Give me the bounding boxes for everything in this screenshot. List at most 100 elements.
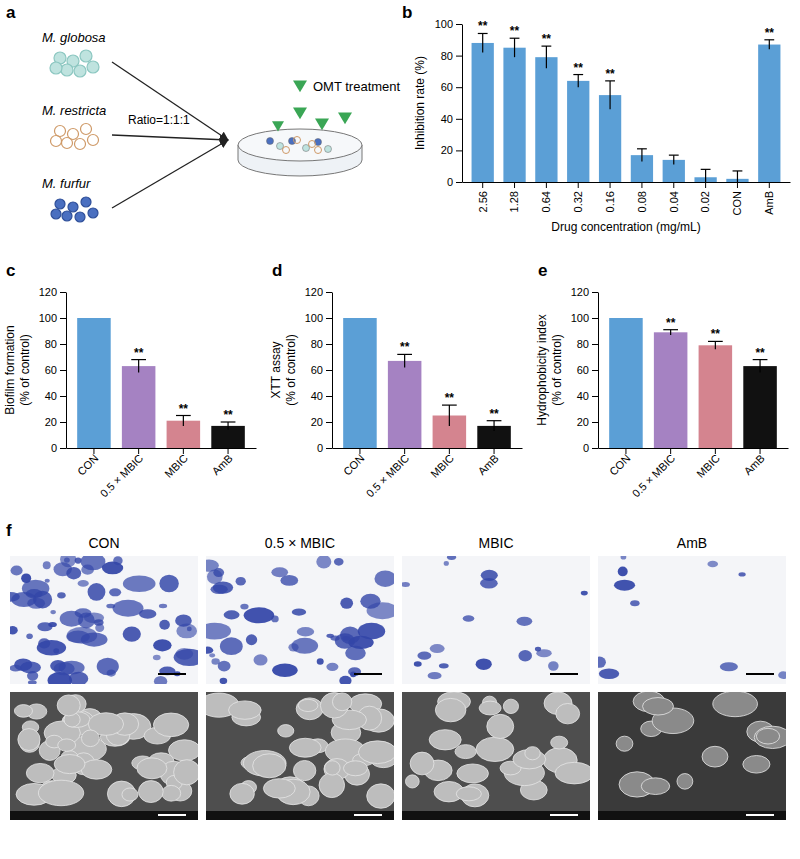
ratio-label: Ratio=1:1:1 — [128, 113, 190, 127]
cell-icon — [87, 61, 99, 73]
panel-letter: f — [6, 521, 12, 540]
y-tick-mark — [326, 318, 332, 319]
sem-cell — [14, 705, 32, 718]
y-tick-label: 60 — [311, 364, 323, 376]
stain-blob — [38, 638, 50, 648]
y-tick: 40 — [441, 113, 462, 125]
y-axis-title: Inhibition rate (%) — [413, 56, 427, 150]
sem-cell — [616, 736, 633, 751]
stain-blob — [720, 662, 738, 671]
sem-cell — [137, 758, 167, 779]
stain-blob — [97, 658, 119, 676]
x-axis-title: Drug concentration (mg/mL) — [551, 220, 700, 234]
sem-cell — [153, 713, 188, 737]
error-line — [183, 416, 184, 426]
x-tick-label: AmB — [741, 452, 766, 477]
bar — [343, 318, 377, 448]
significance: ** — [179, 402, 189, 416]
error-line — [641, 149, 642, 162]
y-tick: 80 — [311, 338, 332, 350]
stain-blob — [342, 636, 350, 641]
x-tick-mark — [715, 448, 716, 454]
sem-cell — [325, 761, 340, 775]
sem-cell — [263, 779, 295, 798]
stain-blob — [621, 556, 627, 560]
x-tick-label: AmB — [209, 452, 234, 477]
sem-cell — [457, 764, 489, 783]
y-axis-title: (% of control) — [18, 334, 32, 405]
y-tick-mark — [592, 448, 598, 449]
x-tick-mark — [670, 448, 671, 454]
error-line — [609, 81, 610, 109]
x-tick: MBIC — [428, 448, 456, 480]
stain-blob — [11, 565, 23, 575]
image-background — [402, 556, 590, 684]
x-axis: CON0.5 × MBICMBICAmB — [599, 448, 789, 499]
stain-blob — [618, 567, 628, 577]
arrow — [112, 135, 228, 140]
y-axis-line — [598, 293, 599, 449]
stain-blob — [598, 657, 606, 668]
stain-blob — [340, 627, 360, 644]
stain-blob — [326, 634, 334, 638]
y-tick-label: 20 — [45, 416, 57, 428]
stain-blob — [209, 653, 215, 657]
stain-blob — [109, 588, 121, 596]
sem-info-strip — [10, 811, 198, 820]
error-bar — [663, 330, 678, 335]
error-line — [514, 38, 515, 57]
error-line — [449, 405, 450, 426]
y-axis-title: XTT assay — [269, 341, 283, 398]
stain-blob — [153, 639, 171, 651]
x-tick: MBIC — [162, 448, 190, 480]
error-line — [138, 360, 139, 373]
error-line — [673, 155, 674, 164]
stain-blob — [236, 577, 246, 586]
stain-blob — [272, 664, 298, 678]
x-tick-mark — [449, 448, 450, 454]
y-tick-mark — [456, 87, 462, 88]
y-axis: 020406080100120 — [571, 286, 599, 454]
x-tick-mark — [625, 448, 626, 454]
image-background — [10, 692, 198, 820]
y-axis-line — [66, 293, 67, 449]
x-tick-mark — [359, 448, 360, 454]
stain-blob — [430, 644, 445, 653]
sem-cell — [26, 763, 54, 782]
panel-letter: a — [6, 3, 16, 22]
stain-blob — [159, 620, 170, 630]
image-background — [402, 692, 590, 820]
x-tick: CON — [731, 182, 743, 215]
y-tick: 120 — [39, 286, 66, 298]
error-line — [670, 330, 671, 335]
y-tick-label: 40 — [311, 390, 323, 402]
y-axis: 020406080100120 — [305, 286, 333, 454]
x-tick-label: MBIC — [428, 452, 456, 480]
error-bar — [510, 38, 520, 57]
x-tick-mark — [494, 448, 495, 454]
x-tick-label: CON — [731, 191, 743, 216]
scale-bar — [550, 814, 578, 816]
sem-cell — [296, 698, 323, 720]
y-tick-mark — [60, 422, 66, 423]
stain-blob — [206, 647, 213, 654]
error-bar — [753, 360, 768, 373]
sem-cell — [174, 760, 198, 785]
significance: ** — [666, 316, 676, 330]
y-tick-label: 0 — [447, 176, 453, 188]
stain-blob — [123, 575, 156, 592]
bar — [77, 318, 111, 448]
x-tick-mark — [737, 182, 738, 188]
bar — [122, 366, 156, 448]
cell-icon — [51, 136, 62, 147]
y-tick-mark — [456, 56, 462, 57]
stain-blob — [292, 608, 306, 615]
y-axis-title: (% of control) — [550, 334, 564, 405]
panel-letter: b — [402, 3, 412, 22]
y-tick-mark — [592, 318, 598, 319]
image-background — [10, 556, 198, 684]
significance: ** — [542, 32, 552, 46]
y-tick: 40 — [45, 390, 66, 402]
sem-cell — [293, 760, 315, 780]
sem-cell — [525, 747, 540, 760]
